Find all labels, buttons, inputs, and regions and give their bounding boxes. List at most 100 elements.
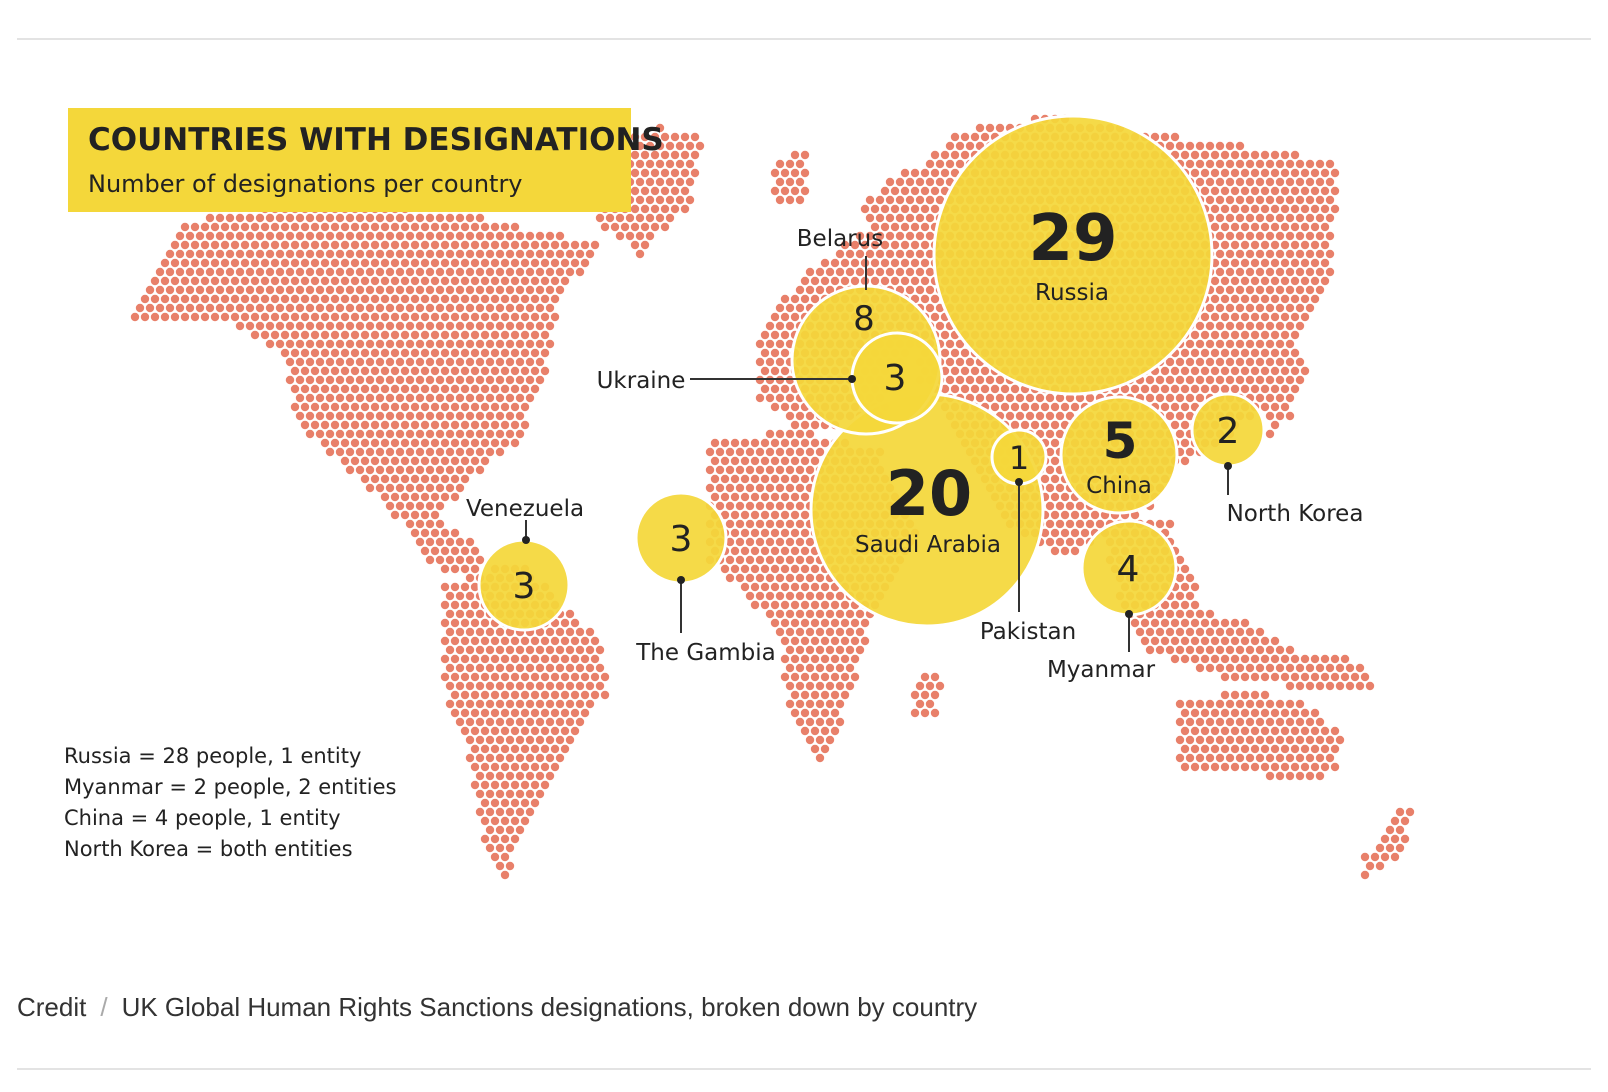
land-dot [640,222,650,232]
land-dot [460,708,470,718]
land-dot [1225,717,1235,727]
land-dot [465,357,475,367]
land-dot [825,591,835,601]
land-dot [485,321,495,331]
land-dot [290,402,300,412]
land-dot [220,276,230,286]
land-dot [1290,204,1300,214]
land-dot [1260,366,1270,376]
land-dot [815,735,825,745]
land-dot [540,654,550,664]
land-dot [790,672,800,682]
land-dot [480,294,490,304]
land-dot [775,339,785,349]
land-dot [410,420,420,430]
land-dot [400,348,410,358]
land-dot [390,258,400,268]
land-dot [805,537,815,547]
land-dot [1265,267,1275,277]
land-dot [1165,627,1175,637]
land-dot [445,483,455,493]
land-dot [765,393,775,403]
land-dot [1200,150,1210,160]
land-dot [495,321,505,331]
land-dot [1305,285,1315,295]
land-dot [1195,627,1205,637]
land-dot [925,267,935,277]
land-dot [390,402,400,412]
land-dot [1040,420,1050,430]
notes-block: Russia = 28 people, 1 entity Myanmar = 2… [64,744,396,861]
land-dot [800,708,810,718]
land-dot [415,519,425,529]
land-dot [1330,204,1340,214]
land-dot [585,663,595,673]
land-dot [1200,312,1210,322]
land-dot [510,654,520,664]
land-dot [405,285,415,295]
land-dot [1025,393,1035,403]
land-dot [315,339,325,349]
land-dot [315,411,325,421]
land-dot [525,393,535,403]
land-dot [770,492,780,502]
land-dot [850,258,860,268]
land-dot [570,708,580,718]
land-dot [635,249,645,259]
land-dot [380,222,390,232]
land-dot [1250,708,1260,718]
land-dot [1280,726,1290,736]
land-dot [155,285,165,295]
land-dot [405,465,415,475]
land-dot [735,555,745,565]
land-dot [530,708,540,718]
land-dot [1065,537,1075,547]
land-dot [415,231,425,241]
bubble-russia[interactable] [932,114,1214,396]
land-dot [1245,159,1255,169]
land-dot [530,348,540,358]
land-dot [420,510,430,520]
land-dot [305,249,315,259]
land-dot [360,330,370,340]
land-dot [580,258,590,268]
land-dot [450,384,460,394]
land-dot [535,303,545,313]
land-dot [455,483,465,493]
land-dot [875,213,885,223]
land-dot [415,213,425,223]
land-dot [370,240,380,250]
land-dot [280,276,290,286]
land-dot [500,870,510,880]
land-dot [555,663,565,673]
land-dot [445,303,455,313]
land-dot [580,708,590,718]
land-dot [465,375,475,385]
note-north-korea: North Korea = both entities [64,837,353,861]
land-dot [520,762,530,772]
land-dot [495,645,505,655]
land-dot [995,375,1005,385]
land-dot [1160,402,1170,412]
land-dot [640,186,650,196]
land-dot [200,240,210,250]
land-dot [985,393,995,403]
land-dot [525,681,535,691]
land-dot [415,447,425,457]
land-dot [1045,429,1055,439]
land-dot [575,267,585,277]
land-dot [1045,411,1055,421]
land-dot [1215,285,1225,295]
land-dot [265,249,275,259]
bubble-china[interactable] [1059,395,1179,515]
land-dot [1230,654,1240,664]
land-dot [470,312,480,322]
land-dot [505,393,515,403]
land-dot [345,267,355,277]
land-dot [1265,393,1275,403]
land-dot [925,285,935,295]
land-dot [355,285,365,295]
land-dot [500,366,510,376]
land-dot [635,213,645,223]
land-dot [950,168,960,178]
